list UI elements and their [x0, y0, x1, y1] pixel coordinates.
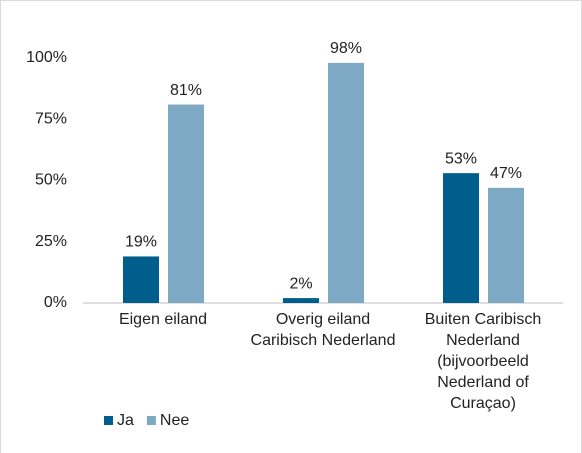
x-tick-label: Overig eiland Caribisch Nederland [250, 311, 396, 349]
y-tick-label: 75% [35, 110, 67, 127]
data-label: 81% [170, 82, 202, 99]
data-label: 53% [445, 150, 477, 167]
legend-label: Ja [117, 412, 134, 429]
bar [328, 62, 364, 304]
bar [123, 256, 159, 303]
y-tick-label: 50% [35, 172, 67, 189]
y-tick-label: 100% [26, 49, 67, 66]
legend-swatch [104, 416, 113, 425]
data-label: 19% [125, 234, 157, 251]
x-tick-label: Buiten Caribisch Nederland (bijvoorbeeld… [424, 311, 542, 412]
data-label: 98% [330, 40, 362, 57]
legend-swatch [146, 416, 156, 425]
y-tick-label: 0% [44, 294, 67, 311]
legend-label: Nee [160, 412, 189, 429]
bar [168, 104, 204, 303]
bar [488, 187, 524, 303]
bar [443, 173, 479, 303]
x-tick-label: Eigen eiland [118, 311, 208, 328]
y-tick-label: 25% [35, 233, 67, 250]
bar [283, 298, 319, 303]
data-label: 2% [289, 275, 312, 292]
data-label: 47% [490, 165, 522, 182]
